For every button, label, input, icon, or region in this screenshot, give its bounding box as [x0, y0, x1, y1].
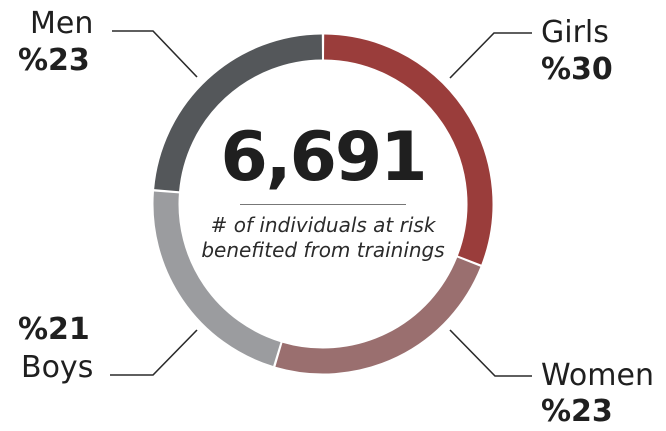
segment-value-girls: %30 [541, 52, 613, 87]
leader-group [110, 30, 532, 377]
segment-value-men: %23 [18, 43, 90, 78]
center-divider [240, 204, 406, 205]
segment-men [154, 34, 323, 192]
segment-boys [153, 191, 281, 367]
segment-label-women: Women [541, 358, 654, 393]
segment-women [275, 257, 481, 374]
leader-line-women [449, 329, 532, 377]
leader-line-girls [449, 32, 532, 79]
segment-label-men: Men [30, 6, 94, 41]
leader-line-boys [110, 329, 198, 376]
ring-group [153, 34, 493, 374]
segment-label-boys: Boys [21, 350, 94, 385]
segment-girls [323, 34, 493, 265]
total-value: 6,691 [220, 118, 427, 197]
segment-value-women: %23 [541, 394, 613, 429]
segment-value-boys: %21 [18, 312, 90, 347]
total-caption: # of individuals at risk benefited from … [201, 213, 445, 262]
leader-line-men [112, 30, 198, 78]
segment-label-girls: Girls [541, 15, 609, 50]
